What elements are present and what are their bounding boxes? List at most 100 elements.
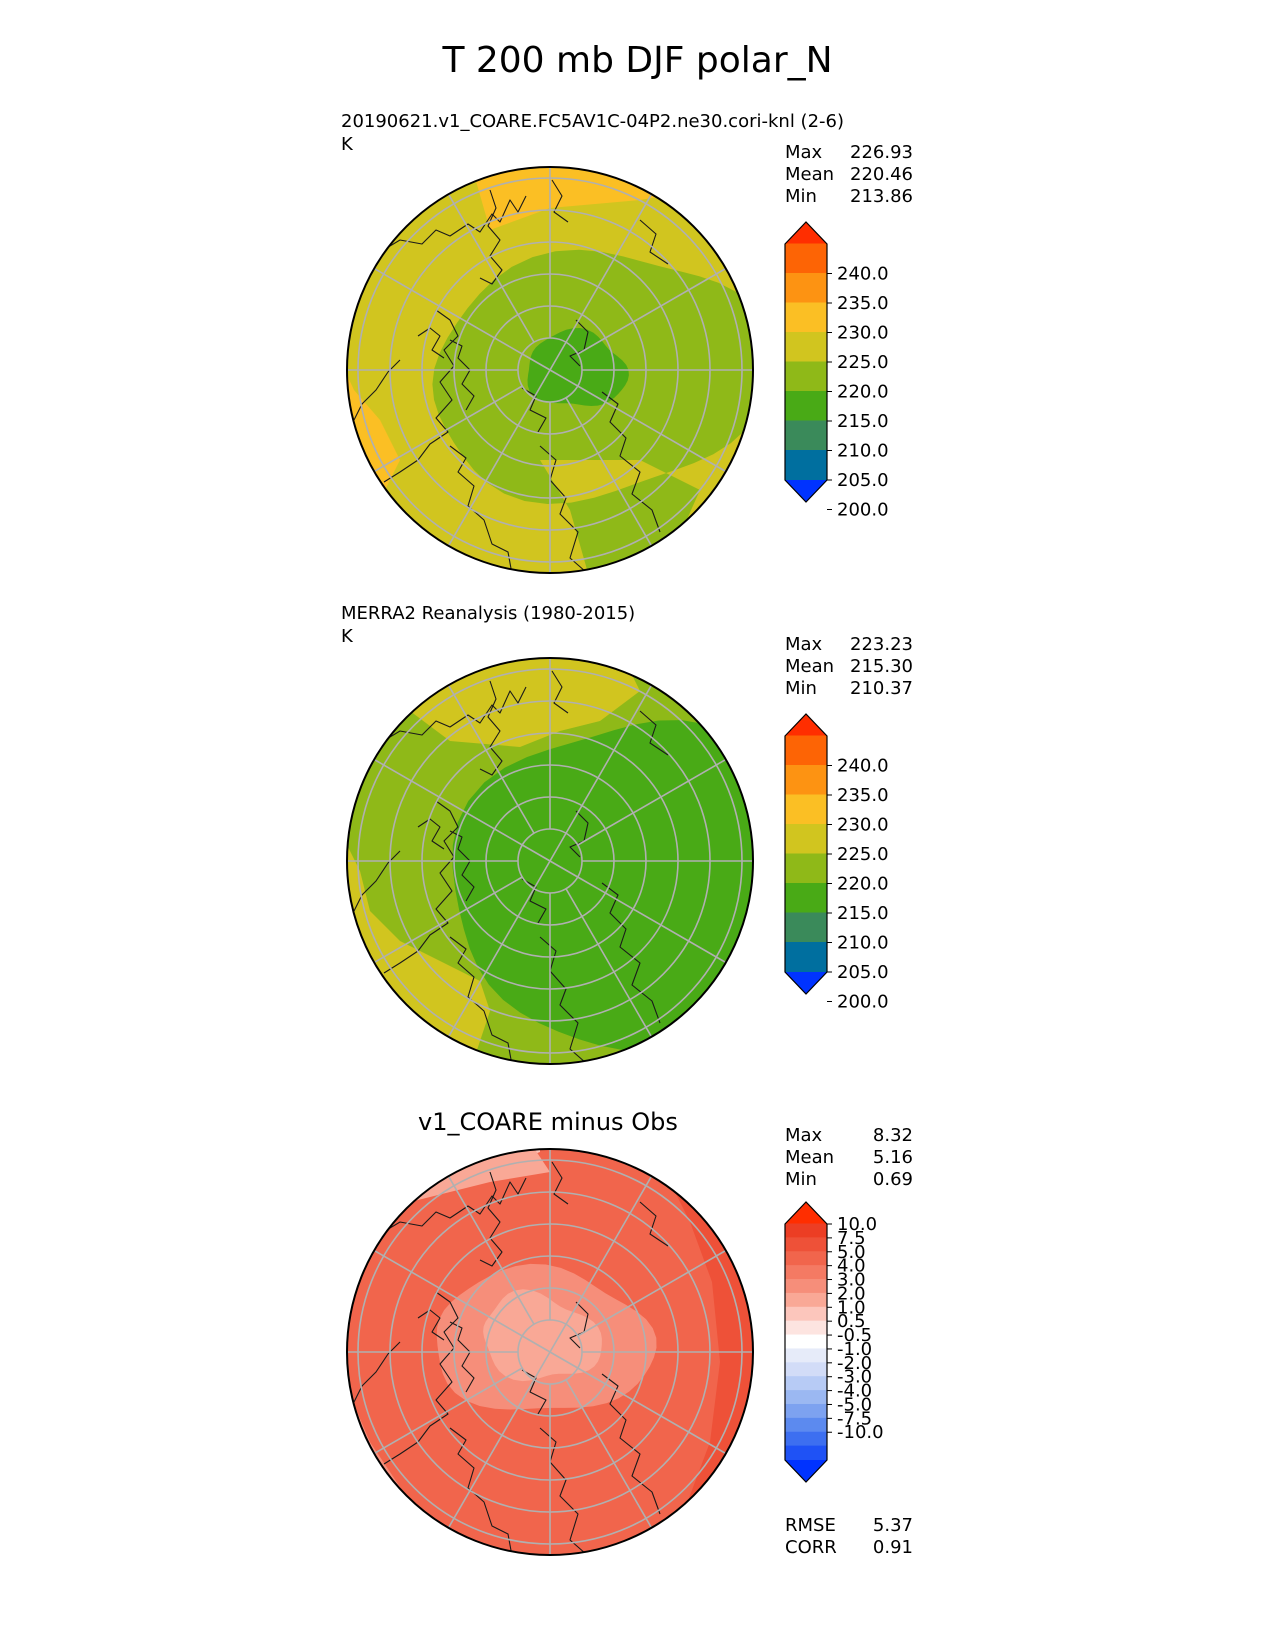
- colorbar-tick-label: -4.0: [837, 1381, 872, 1402]
- stat-value: 210.37: [850, 678, 913, 699]
- coastline-segment: [417, 327, 445, 359]
- colorbar-bin: [785, 1362, 827, 1378]
- colorbar-tick-label: 210.0: [837, 441, 889, 462]
- colorbar-tick-label: 205.0: [837, 962, 889, 983]
- map-boundary: [346, 1148, 754, 1556]
- colorbar-tick-label: 210.0: [837, 933, 889, 954]
- metric-label: RMSE: [785, 1515, 836, 1536]
- meridian-line: [577, 385, 727, 473]
- meridian-line: [521, 844, 551, 862]
- coastline-segment: [551, 179, 569, 223]
- colorbar-tick-label: -3.0: [837, 1367, 872, 1388]
- lat-lon-grid: [347, 1149, 753, 1555]
- colorbar-bin: [785, 1292, 827, 1308]
- colorbar-bin: [785, 1376, 827, 1392]
- colorbar-extend-min: [785, 972, 827, 994]
- meridian-line: [565, 888, 653, 1038]
- panel-2-colorbar: 240.0 235.0 230.0 225.0 220.0 215.0 210.0 205.0…: [784, 713, 889, 1013]
- colorbar-extend-max: [785, 714, 827, 736]
- coastline-segment: [551, 1161, 569, 1205]
- colorbar-bin: [785, 794, 827, 825]
- colorbar-bin: [785, 1237, 827, 1253]
- stat-label: Min: [785, 1169, 817, 1190]
- colorbar-tick-label: 240.0: [837, 756, 889, 777]
- meridian-line: [373, 758, 523, 846]
- panel-1-stats: Max 226.93 Mean 220.46 Min 213.86: [785, 142, 913, 208]
- colorbar-bin: [785, 942, 827, 973]
- colorbar-tick-label: 200.0: [837, 992, 889, 1013]
- colorbar-bin: [785, 1279, 827, 1294]
- meridian-line: [565, 1175, 653, 1325]
- stat-label: Mean: [785, 164, 835, 185]
- meridian-line: [373, 1367, 523, 1455]
- coastline-segment: [449, 936, 513, 1064]
- stat-label: Min: [785, 678, 817, 699]
- coastlines: [353, 179, 669, 573]
- meridian-line: [565, 397, 653, 547]
- panel-2-title: MERRA2 Reanalysis (1980-2015): [341, 603, 636, 624]
- colorbar-tick-label: -7.5: [837, 1408, 872, 1429]
- colorbar-bin: [785, 1348, 827, 1364]
- meridian-line: [549, 832, 567, 862]
- colorbar-bin: [785, 273, 827, 304]
- meridian-line: [447, 1175, 535, 1325]
- colorbar-bin: [785, 1403, 827, 1419]
- stat-value: 213.86: [850, 186, 913, 207]
- stat-value: 220.46: [850, 164, 913, 185]
- panel-1-colorbar: 240.0 235.0 230.0 225.0 220.0 215.0 210.0 205.0…: [784, 221, 889, 521]
- panel-3-colorbar: 10.07.55.04.03.02.01.00.5-0.5-1.0-2.0-3.…: [784, 1201, 884, 1483]
- colorbar-tick-label: 220.0: [837, 874, 889, 895]
- meridian-line: [533, 860, 551, 890]
- meridian-line: [521, 1335, 551, 1353]
- panel-1-units: K: [341, 134, 353, 155]
- colorbar-tick-label: 220.0: [837, 382, 889, 403]
- colorbar-bin: [785, 1265, 827, 1281]
- colorbar-bin: [785, 243, 827, 274]
- meridian-line: [577, 1367, 727, 1455]
- lat-lon-grid: [347, 167, 753, 573]
- meridian-line: [521, 353, 551, 371]
- meridian-line: [549, 860, 579, 878]
- metric-value: 5.37: [872, 1515, 913, 1536]
- map-boundary: [346, 657, 754, 1065]
- colorbar-tick-label: 215.0: [837, 903, 889, 924]
- colorbar-bin: [785, 1390, 827, 1405]
- stat-label: Mean: [785, 1147, 835, 1168]
- coastline-segment: [601, 391, 661, 533]
- coastline-segment: [521, 387, 547, 433]
- stat-value: 0.69: [872, 1169, 913, 1190]
- coastline-segment: [539, 445, 587, 573]
- colorbar-tick-label: 4.0: [837, 1256, 866, 1277]
- colorbar-bin: [785, 1334, 827, 1350]
- colorbar-bin: [785, 332, 827, 363]
- colorbar-extend-max: [785, 222, 827, 244]
- stat-label: Max: [785, 634, 823, 655]
- metric-value: 0.91: [872, 1537, 913, 1558]
- meridian-line: [373, 876, 523, 964]
- coastline-segment: [601, 1373, 661, 1515]
- stat-value: 226.93: [850, 142, 913, 163]
- coastline-segment: [353, 359, 401, 421]
- lat-lon-grid: [347, 658, 753, 1064]
- panel-2-stats: Max 223.23 Mean 215.30 Min 210.37: [785, 634, 913, 700]
- colorbar-tick-label: -2.0: [837, 1353, 872, 1374]
- coastline-segment: [379, 1177, 527, 1235]
- colorbar-bin: [785, 765, 827, 796]
- coastline-segment: [639, 1201, 669, 1247]
- colorbar-bin: [785, 883, 827, 914]
- contour-fill-210-215: [527, 328, 629, 406]
- colorbar-bin: [785, 361, 827, 392]
- stat-value: 223.23: [850, 634, 913, 655]
- coastline-segment: [479, 189, 503, 285]
- colorbar-bin: [785, 1417, 827, 1433]
- meridian-line: [565, 684, 653, 834]
- metric-label: CORR: [785, 1537, 837, 1558]
- coastline-segment: [551, 670, 569, 714]
- meridian-line: [565, 1379, 653, 1529]
- colorbar-bin: [785, 1306, 827, 1322]
- colorbar-tick-label: 235.0: [837, 293, 889, 314]
- meridian-line: [577, 758, 727, 846]
- colorbar-extend-min: [785, 480, 827, 502]
- stat-label: Mean: [785, 656, 835, 677]
- colorbar-tick-label: 5.0: [837, 1242, 866, 1263]
